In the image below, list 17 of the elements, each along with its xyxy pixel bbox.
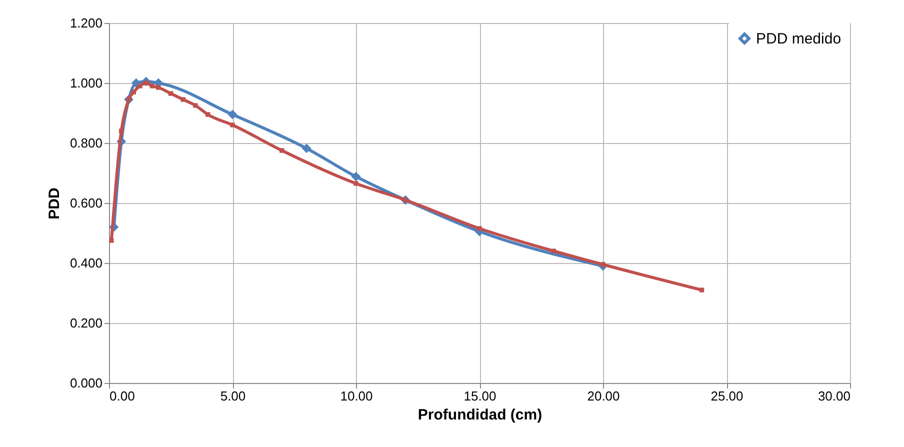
y-axis-title: PDD [46,188,63,220]
x-tick-label: 20.00 [587,388,620,404]
y-tick-label: 0.600 [70,196,102,210]
x-tick-label: 25.00 [710,388,744,404]
y-tick-label: 1.000 [70,76,102,90]
x-tick-label: 30.00 [818,388,850,404]
x-tick-label: 0.00 [110,388,135,404]
legend-label: PDD medido [756,30,842,48]
x-tick-label: 10.00 [340,388,373,404]
y-tick-label: 0.200 [70,316,102,330]
y-tick-label: 1.200 [70,16,102,30]
x-tick-label: 5.00 [220,388,246,404]
x-tick-label: 15.00 [464,388,496,404]
y-tick-label: 0.800 [70,136,102,150]
y-tick-label: 0.000 [70,376,102,390]
y-tick-label: 0.400 [70,256,102,270]
x-axis-title: Profundidad (cm) [418,406,542,424]
